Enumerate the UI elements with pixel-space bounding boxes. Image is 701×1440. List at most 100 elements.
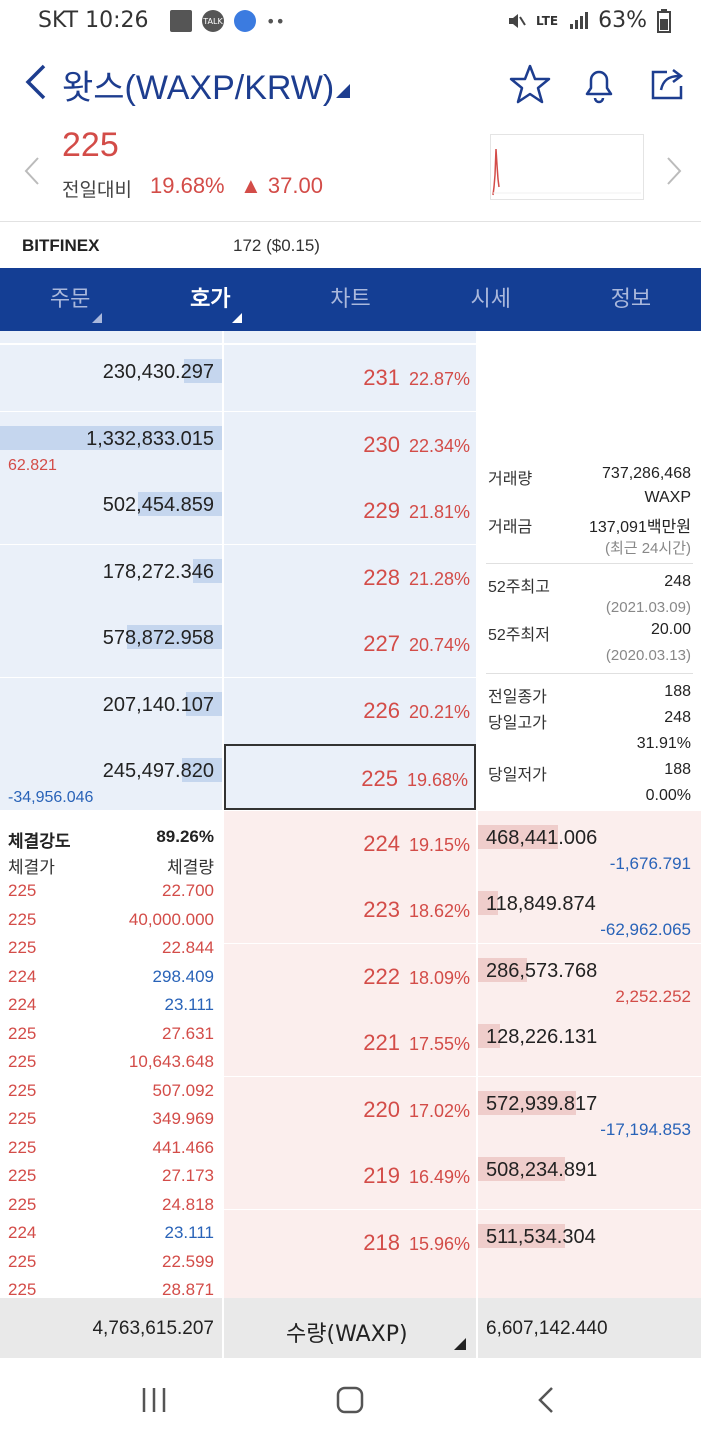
exchange-name: BITFINEX: [22, 236, 100, 255]
bid-volume-row[interactable]: 286,573.768 2,252.252: [478, 943, 701, 1010]
strength-value: 89.26%: [156, 827, 214, 846]
bid-rate: 16.49%: [408, 1167, 470, 1187]
info-divider: [486, 673, 693, 674]
ask-volume-row[interactable]: 207,140.107: [0, 677, 222, 744]
ask-price-row[interactable]: 231 22.87%: [224, 345, 476, 411]
trade-qty: 22.599: [162, 1251, 214, 1271]
bid-depth-bar: [478, 957, 527, 982]
current-price: 225: [62, 126, 119, 164]
ask-volume-row[interactable]: 1,332,833.015 62.821: [0, 411, 222, 478]
tab-quotes-label: 시세: [470, 287, 511, 312]
ask-depth-bar: [0, 425, 222, 450]
ask-price-row[interactable]: 227 20.74%: [224, 611, 476, 677]
home-icon[interactable]: [330, 1380, 370, 1420]
tab-info[interactable]: 정보: [561, 268, 701, 331]
ask-volume-row[interactable]: 578,872.958: [0, 611, 222, 677]
ask-price-row[interactable]: 230 22.34%: [224, 411, 476, 478]
ask-price: 225: [361, 766, 398, 791]
unit-selector[interactable]: 수량(WAXP): [224, 1298, 476, 1358]
bid-price-row[interactable]: 219 16.49%: [224, 1143, 476, 1209]
mini-chart[interactable]: [490, 134, 644, 200]
ask-price-row[interactable]: 229 21.81%: [224, 478, 476, 544]
bid-row-partial: [478, 1276, 701, 1298]
trade-price-header: 체결가: [8, 858, 55, 877]
system-back-icon[interactable]: [526, 1380, 566, 1420]
bid-volume: 128,226.131: [486, 1026, 598, 1048]
ask-volume-row[interactable]: 230,430.297: [0, 345, 222, 411]
trade-qty: 441.466: [152, 1137, 214, 1157]
bid-price-row[interactable]: 218 15.96%: [224, 1209, 476, 1276]
system-navigation: [0, 1358, 701, 1440]
app-header: 왓스(WAXP/KRW): [0, 50, 701, 120]
title-dropdown-icon[interactable]: [336, 84, 350, 98]
ask-rate: 22.34%: [408, 435, 470, 456]
info-divider: [486, 563, 693, 564]
ask-price-row[interactable]: 228 21.28%: [224, 544, 476, 611]
bid-price-row[interactable]: 223 18.62%: [224, 877, 476, 943]
orderbook: 230,430.297 1,332,833.015 62.821 502,454.85…: [0, 331, 701, 1298]
bid-volume-row[interactable]: 511,534.304: [478, 1209, 701, 1276]
bid-price-row[interactable]: 220 17.02%: [224, 1076, 476, 1143]
tab-chart[interactable]: 차트: [280, 268, 420, 331]
day-low-label: 당일저가: [488, 767, 547, 784]
ask-depth-bar: [127, 625, 222, 649]
bid-volume-row[interactable]: 118,849.874 -62,962.065: [478, 877, 701, 943]
current-price-row[interactable]: 225 19.68%: [224, 744, 476, 810]
bid-price-row[interactable]: 224 19.15%: [224, 810, 476, 877]
back-icon[interactable]: [18, 62, 58, 102]
low52-value: 20.00: [650, 621, 691, 638]
bid-volume-row[interactable]: 128,226.131: [478, 1010, 701, 1076]
ask-price-row[interactable]: 226 20.21%: [224, 677, 476, 744]
trade-price: 224: [8, 966, 37, 986]
trade-price: 225: [8, 909, 37, 929]
trade-price: 224: [8, 995, 37, 1014]
battery-icon: [657, 8, 671, 33]
bid-price-row[interactable]: 221 17.55%: [224, 1010, 476, 1076]
share-icon[interactable]: [645, 62, 689, 106]
ask-volume-row[interactable]: 502,454.859: [0, 478, 222, 544]
bid-volume-row[interactable]: 572,939.817 -17,194.853: [478, 1076, 701, 1143]
alarm-bell-icon[interactable]: [577, 62, 621, 106]
favorite-star-icon[interactable]: [508, 62, 552, 106]
trade-price: 225: [8, 1166, 37, 1185]
tab-orderbook[interactable]: 호가: [140, 268, 280, 331]
tab-quotes[interactable]: 시세: [421, 268, 561, 331]
trade-row: 225 441.466: [0, 1136, 222, 1164]
price-summary: 225 전일대비 19.68% ▲ 37.00: [0, 120, 701, 222]
prev-coin-icon[interactable]: [22, 156, 42, 186]
page-title[interactable]: 왓스(WAXP/KRW): [62, 69, 335, 107]
compare-label: 전일대비: [62, 179, 132, 201]
bid-volume-row[interactable]: 468,441.006 -1,676.791: [478, 810, 701, 877]
ask-volume-row[interactable]: 178,272.346: [0, 544, 222, 611]
talk-icon: TALK: [202, 10, 224, 32]
ask-rate: 19.68%: [406, 770, 468, 790]
trade-row: 225 40,000.000: [0, 908, 222, 936]
ask-depth-bar: [182, 758, 222, 782]
trade-row: 225 10,643.648: [0, 1050, 222, 1078]
ask-volume: 578,872.958: [102, 627, 214, 649]
tab-order[interactable]: 주문: [0, 268, 140, 331]
trade-qty: 27.173: [162, 1166, 214, 1185]
volume-value: 737,286,468: [602, 465, 691, 482]
trade-row: 225 28.871: [0, 1278, 222, 1298]
trade-qty: 24.818: [162, 1194, 214, 1214]
ask-depth-bar: [193, 558, 222, 583]
ask-total: 4,763,615.207: [92, 1318, 214, 1339]
bid-volume-row[interactable]: 508,234.891: [478, 1143, 701, 1209]
tab-order-corner-icon: [92, 313, 102, 323]
ask-rate: 22.87%: [408, 369, 470, 389]
signal-icon: [570, 11, 589, 29]
high52-value: 248: [664, 573, 691, 590]
lte-icon: LTE: [536, 13, 559, 28]
bid-rate: 19.15%: [408, 834, 470, 855]
bid-price: 222: [363, 963, 400, 989]
ask-volume-row[interactable]: 245,497.820 -34,956.046: [0, 744, 222, 810]
trade-price: 225: [8, 1280, 37, 1298]
trade-qty-header: 체결량: [167, 858, 214, 877]
bid-price-row[interactable]: 222 18.09%: [224, 943, 476, 1010]
bid-volume-change: 2,252.252: [615, 986, 691, 1006]
recent-apps-icon[interactable]: [134, 1380, 174, 1420]
trade-price: 225: [8, 1194, 37, 1214]
bid-volume-change: -62,962.065: [600, 920, 691, 939]
next-coin-icon[interactable]: [664, 156, 684, 186]
